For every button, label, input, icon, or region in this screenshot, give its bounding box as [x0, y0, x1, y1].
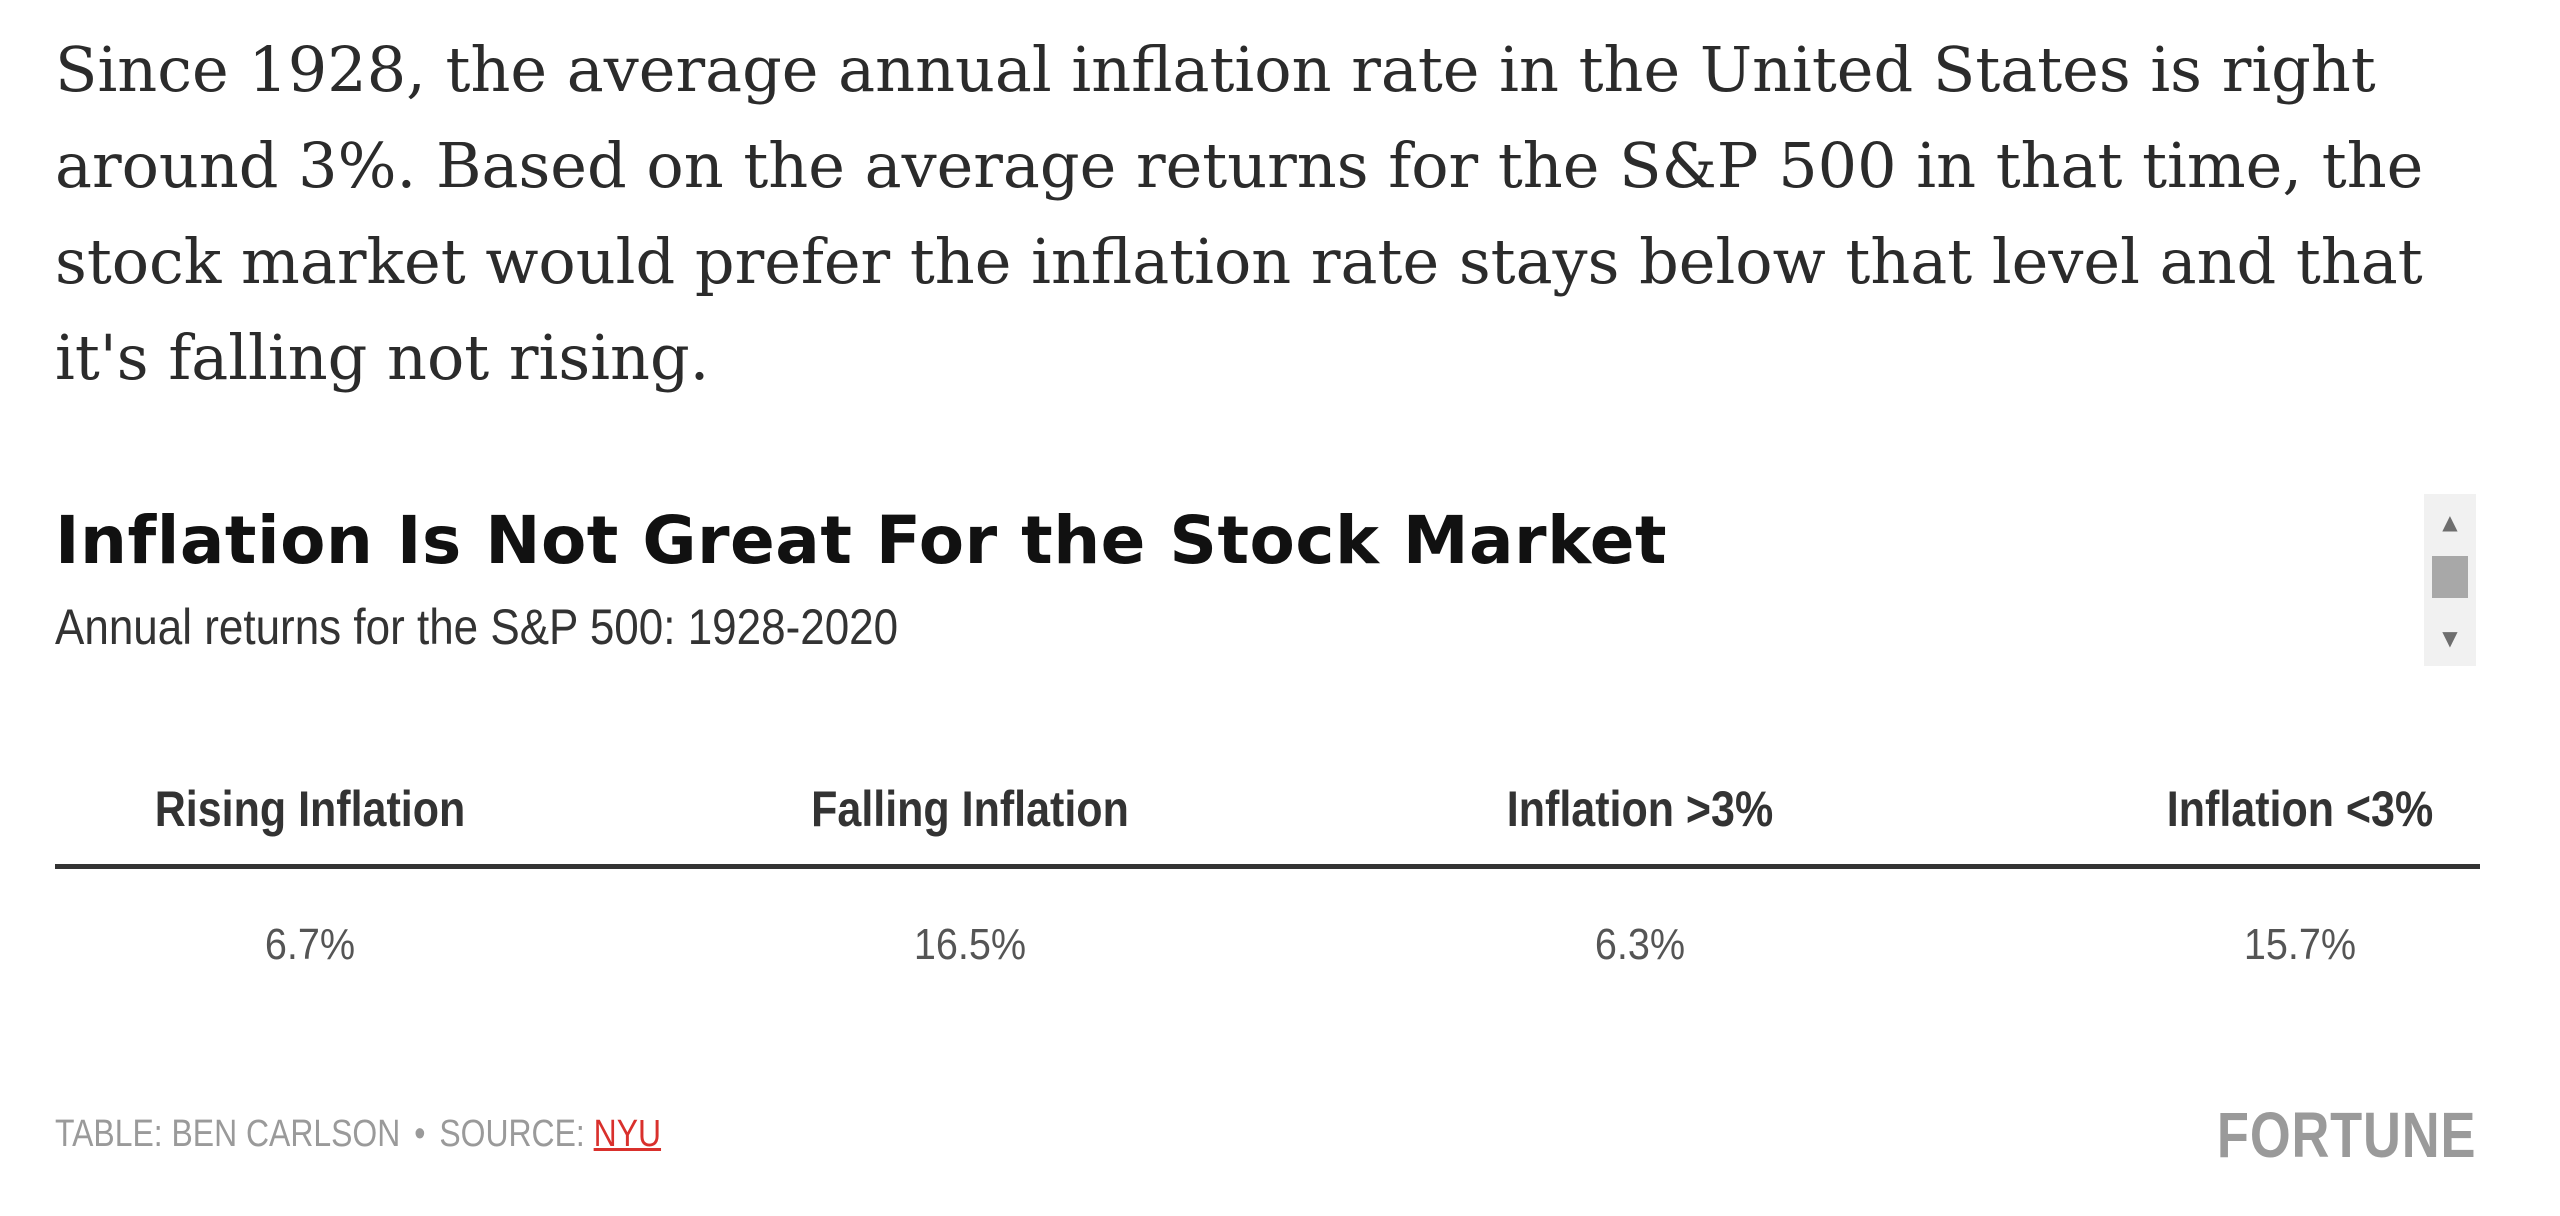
table-cell: 6.3% [1594, 920, 1686, 969]
widget-scrollbar[interactable]: ▲ ▼ [2424, 494, 2476, 666]
source-link[interactable]: NYU [593, 1113, 662, 1155]
scroll-thumb[interactable] [2432, 556, 2468, 598]
article-paragraph: Since 1928, the average annual inflation… [55, 33, 2424, 394]
table-cell: 6.7% [264, 920, 356, 969]
table-header-row: Rising Inflation Falling Inflation Infla… [55, 780, 2480, 869]
column-header-rising-inflation: Rising Inflation [154, 781, 466, 837]
credit-separator: • [414, 1113, 426, 1155]
table-title: Inflation Is Not Great For the Stock Mar… [55, 502, 1668, 579]
table-cell: 16.5% [913, 920, 1027, 969]
column-header-inflation-below-3: Inflation <3% [2166, 781, 2434, 837]
table-credit: TABLE: BEN CARLSON • SOURCE: NYU [55, 1113, 661, 1156]
column-header-inflation-above-3: Inflation >3% [1506, 781, 1774, 837]
scroll-up-arrow-icon[interactable]: ▲ [2442, 510, 2458, 534]
table-subtitle: Annual returns for the S&P 500: 1928-202… [55, 599, 899, 655]
credit-author: TABLE: BEN CARLSON [55, 1113, 401, 1155]
table-row: 6.7% 16.5% 6.3% 15.7% [55, 920, 2480, 1000]
scroll-down-arrow-icon[interactable]: ▼ [2442, 626, 2458, 650]
fortune-logo: FORTUNE [2216, 1099, 2476, 1171]
credit-source-label: SOURCE: [439, 1113, 585, 1155]
column-header-falling-inflation: Falling Inflation [811, 781, 1129, 837]
table-cell: 15.7% [2243, 920, 2357, 969]
